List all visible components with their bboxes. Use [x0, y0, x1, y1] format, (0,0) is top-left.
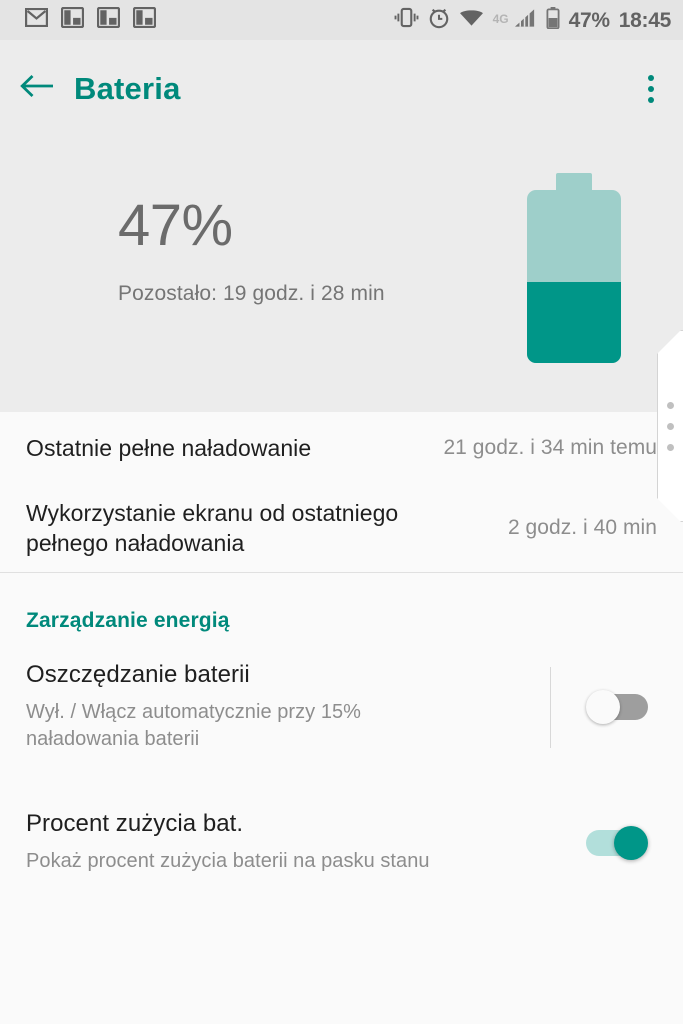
list-item[interactable]: Wykorzystanie ekranu od ostatniego pełne… — [0, 484, 683, 572]
status-bar-system-icons: 4G 47% 18:45 — [394, 6, 672, 34]
setting-title: Procent zużycia bat. — [26, 809, 244, 837]
battery-terminal — [556, 173, 592, 191]
drag-handle-dots-icon — [667, 402, 674, 409]
toggle-switch-off[interactable] — [586, 690, 648, 725]
status-bar-battery-percent: 47% — [568, 8, 610, 32]
setting-row-battery-saver[interactable]: Oszczędzanie baterii Wył. / Włącz automa… — [0, 633, 683, 782]
toggle-thumb — [586, 690, 620, 725]
wifi-icon — [459, 8, 484, 32]
toggle-thumb — [614, 825, 648, 860]
overflow-menu-icon — [648, 85, 654, 92]
battery-shell — [527, 190, 621, 363]
split-screen-icon — [96, 6, 121, 33]
section-header-power-management: Zarządzanie energią — [26, 609, 230, 632]
setting-texts: Oszczędzanie baterii Wył. / Włącz automa… — [26, 661, 550, 754]
setting-subtitle: Pokaż procent zużycia baterii na pasku s… — [26, 849, 430, 872]
overflow-menu-icon — [648, 74, 654, 81]
split-screen-icon — [60, 6, 85, 33]
page-title: Bateria — [74, 70, 181, 106]
drag-handle-dots-icon — [667, 423, 674, 430]
setting-title: Oszczędzanie baterii — [26, 661, 250, 688]
app-bar: Bateria — [0, 40, 683, 137]
setting-texts: Procent zużycia bat. Pokaż procent zużyc… — [26, 810, 551, 875]
list-item-value: 21 godz. i 34 min temu — [443, 436, 657, 459]
battery-details-list: Ostatnie pełne naładowanie 21 godz. i 34… — [0, 412, 683, 1024]
overflow-menu-button[interactable] — [619, 40, 683, 137]
setting-subtitle: Wył. / Włącz automatycznie przy 15% nała… — [26, 700, 362, 751]
list-item-value: 2 godz. i 40 min — [507, 516, 657, 539]
split-screen-icon — [132, 6, 157, 33]
setting-row-battery-percent[interactable]: Procent zużycia bat. Pokaż procent zużyc… — [0, 782, 683, 903]
vibrate-icon — [394, 7, 419, 33]
status-bar-clock: 18:45 — [618, 8, 672, 32]
battery-percent-large: 47% — [118, 193, 233, 258]
alarm-icon — [428, 7, 450, 34]
vertical-divider — [550, 667, 551, 748]
battery-percent-toggle[interactable] — [551, 825, 683, 860]
battery-summary-panel: 47% Pozostało: 19 godz. i 28 min — [0, 137, 683, 412]
battery-remaining-time: Pozostało: 19 godz. i 28 min — [118, 282, 385, 305]
battery-saver-toggle[interactable] — [551, 690, 683, 725]
arrow-back-icon — [20, 72, 54, 105]
overflow-menu-icon — [648, 96, 654, 103]
signal-icon — [514, 8, 537, 33]
list-item-title: Wykorzystanie ekranu od ostatniego pełne… — [26, 499, 399, 556]
edge-drag-handle[interactable] — [657, 330, 683, 522]
status-bar: 4G 47% 18:45 — [0, 0, 683, 40]
network-type-label: 4G — [492, 11, 509, 26]
back-button[interactable] — [0, 40, 74, 137]
list-item[interactable]: Ostatnie pełne naładowanie 21 godz. i 34… — [0, 412, 683, 484]
drag-handle-dots-icon — [667, 444, 674, 451]
gmail-icon — [24, 7, 49, 32]
battery-icon — [546, 6, 560, 34]
battery-summary-text: 47% Pozostało: 19 godz. i 28 min — [118, 197, 385, 306]
battery-level-graphic — [527, 173, 621, 363]
battery-fill — [527, 281, 621, 363]
list-item-title: Ostatnie pełne naładowanie — [26, 434, 312, 461]
toggle-switch-on[interactable] — [586, 825, 648, 860]
section-divider — [0, 572, 683, 573]
status-bar-notification-icons — [12, 6, 157, 33]
